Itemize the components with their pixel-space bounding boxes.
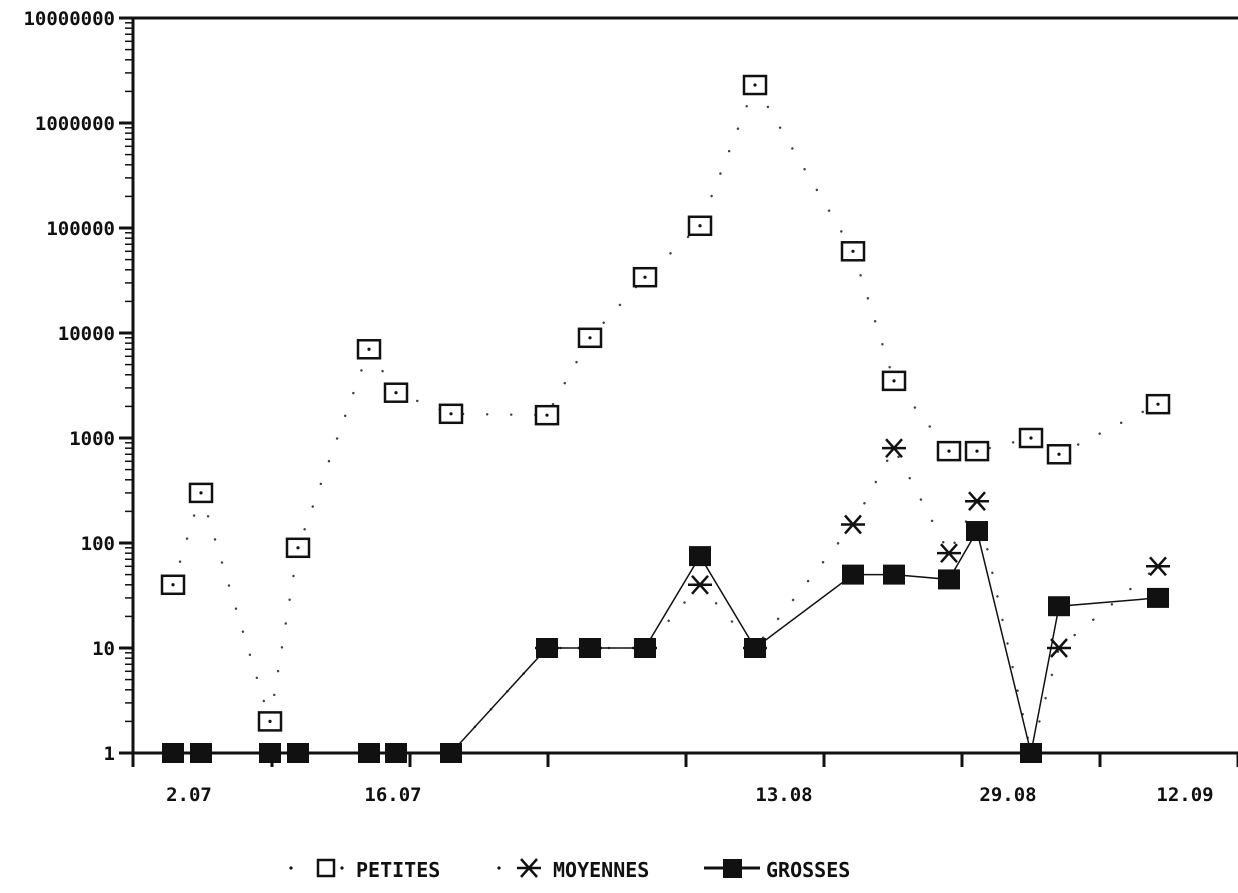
data-point-grosses	[938, 569, 960, 590]
data-point-petites-center	[643, 275, 647, 279]
y-tick-label: 1000000	[35, 113, 115, 135]
data-point-grosses	[842, 564, 864, 585]
data-point-petites-center	[1156, 402, 1160, 406]
x-tick-label: 12.09	[1156, 784, 1213, 806]
data-point-grosses	[287, 743, 309, 763]
data-point-petites-center	[296, 546, 300, 550]
data-point-petites-center	[449, 412, 453, 416]
y-tick-label: 1000	[69, 428, 115, 450]
x-tick-label: 16.07	[364, 784, 421, 806]
series-moyennes	[161, 438, 1170, 763]
y-tick-label: 10000	[58, 323, 115, 345]
data-point-grosses	[259, 743, 281, 763]
data-point-grosses	[744, 638, 766, 658]
legend-dot-icon	[497, 866, 501, 870]
open-square-marker-icon	[316, 858, 336, 878]
y-tick-label: 1	[104, 743, 115, 765]
y-tick-label: 100	[81, 533, 115, 555]
data-point-grosses	[536, 638, 558, 658]
series-line	[173, 529, 1159, 754]
data-point-grosses	[689, 546, 711, 567]
series-grosses	[162, 521, 1169, 763]
x-tick-label: 13.08	[755, 784, 812, 806]
legend: PETITES MOYENNES GROSSES	[289, 858, 850, 882]
series-line	[171, 82, 1160, 722]
series-line	[171, 445, 1160, 755]
data-point-petites-center	[1057, 452, 1061, 456]
data-point-petites-center	[753, 83, 757, 87]
data-point-moyennes	[688, 574, 712, 595]
data-point-grosses	[966, 521, 988, 542]
legend-item-moyennes: MOYENNES	[497, 858, 649, 882]
data-point-petites-center	[394, 391, 398, 395]
axes: 1 10 100 1000 10000 100000 1000000 10000000 2.07…	[23, 8, 1238, 806]
data-point-petites-center	[171, 583, 175, 587]
x-tick-label: 29.08	[979, 784, 1036, 806]
data-point-grosses	[1048, 596, 1070, 617]
data-point-petites-center	[268, 719, 272, 723]
data-point-petites-center	[199, 491, 203, 495]
legend-dot-icon	[340, 866, 344, 870]
data-point-petites-center	[367, 347, 371, 351]
legend-item-petites: PETITES	[289, 858, 440, 882]
legend-label-grosses: GROSSES	[766, 858, 850, 882]
data-point-petites-center	[892, 379, 896, 383]
data-point-grosses	[358, 743, 380, 763]
y-tick-label: 100000	[46, 218, 115, 240]
data-point-moyennes	[937, 543, 961, 564]
asterisk-marker-icon	[517, 858, 541, 878]
data-point-moyennes	[882, 438, 906, 459]
data-point-grosses	[440, 743, 462, 763]
data-point-grosses	[1020, 743, 1042, 763]
data-point-petites-center	[588, 336, 592, 340]
data-point-petites-center	[947, 449, 951, 453]
data-point-petites-center	[1029, 436, 1033, 440]
data-point-grosses	[1147, 587, 1169, 608]
series-petites	[160, 74, 1171, 732]
data-point-petites-center	[698, 224, 702, 228]
legend-label-moyennes: MOYENNES	[553, 858, 649, 882]
data-point-petites-center	[851, 249, 855, 253]
data-point-grosses	[190, 743, 212, 763]
x-tick-label: 2.07	[166, 784, 212, 806]
data-point-moyennes	[1146, 556, 1170, 577]
filled-square-marker-icon	[723, 859, 742, 878]
legend-item-grosses: GROSSES	[704, 858, 850, 882]
data-point-grosses	[634, 638, 656, 658]
data-point-moyennes	[965, 491, 989, 512]
y-tick-label: 10000000	[23, 8, 115, 30]
data-point-grosses	[162, 743, 184, 763]
y-tick-label: 10	[92, 638, 115, 660]
data-point-petites-center	[975, 449, 979, 453]
data-point-grosses	[883, 564, 905, 585]
legend-dot-icon	[289, 866, 293, 870]
data-point-grosses	[579, 638, 601, 658]
series-layer	[160, 74, 1171, 763]
data-point-petites-center	[545, 413, 549, 417]
legend-label-petites: PETITES	[356, 858, 440, 882]
data-point-grosses	[385, 743, 407, 763]
data-point-moyennes	[841, 514, 865, 535]
